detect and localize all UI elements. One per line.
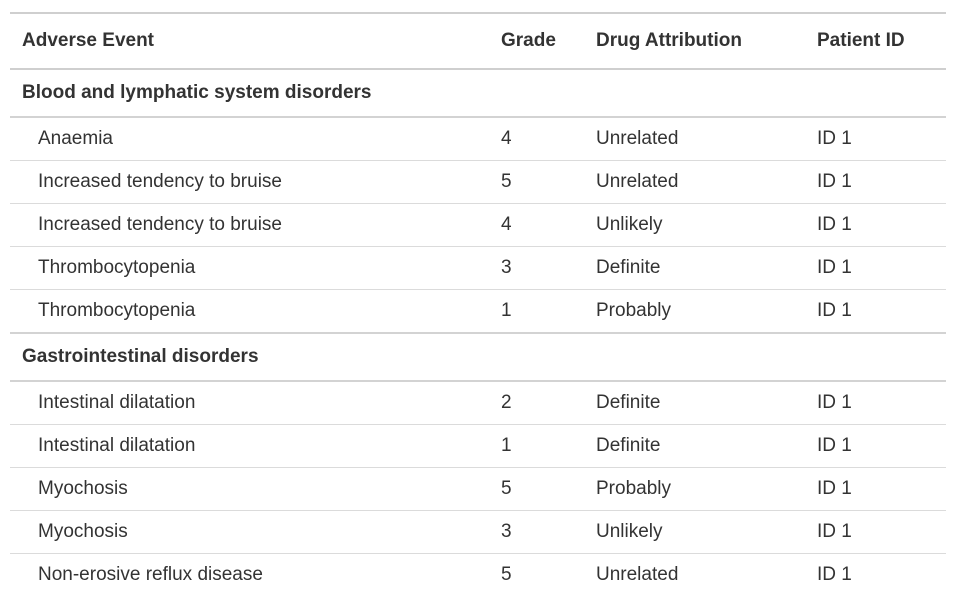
column-header-drug-attribution: Drug Attribution [593, 12, 814, 70]
cell-grade: 3 [498, 246, 593, 290]
cell-patient-id: ID 1 [814, 203, 946, 247]
cell-patient-id: ID 1 [814, 246, 946, 290]
group-header-row: Gastrointestinal disorders [10, 332, 946, 382]
cell-patient-id: ID 1 [814, 160, 946, 204]
cell-grade: 2 [498, 381, 593, 425]
cell-drug-attribution: Unrelated [593, 160, 814, 204]
cell-patient-id: ID 1 [814, 381, 946, 425]
cell-patient-id: ID 1 [814, 553, 946, 592]
group-header-label: Gastrointestinal disorders [10, 332, 946, 382]
cell-adverse-event: Myochosis [10, 467, 498, 511]
cell-drug-attribution: Unlikely [593, 203, 814, 247]
cell-patient-id: ID 1 [814, 117, 946, 161]
group-header-row: Blood and lymphatic system disorders [10, 68, 946, 118]
cell-drug-attribution: Probably [593, 467, 814, 511]
cell-grade: 5 [498, 467, 593, 511]
cell-drug-attribution: Definite [593, 246, 814, 290]
group-header-label: Blood and lymphatic system disorders [10, 68, 946, 118]
cell-adverse-event: Thrombocytopenia [10, 289, 498, 334]
cell-grade: 5 [498, 553, 593, 592]
cell-adverse-event: Anaemia [10, 117, 498, 161]
table-row: Myochosis 5 Probably ID 1 [10, 467, 946, 511]
cell-adverse-event: Myochosis [10, 510, 498, 554]
table-row: Anaemia 4 Unrelated ID 1 [10, 117, 946, 161]
cell-patient-id: ID 1 [814, 510, 946, 554]
cell-patient-id: ID 1 [814, 289, 946, 334]
column-header-row: Adverse Event Grade Drug Attribution Pat… [10, 12, 946, 70]
cell-drug-attribution: Definite [593, 381, 814, 425]
cell-grade: 3 [498, 510, 593, 554]
cell-drug-attribution: Unlikely [593, 510, 814, 554]
cell-patient-id: ID 1 [814, 467, 946, 511]
cell-grade: 5 [498, 160, 593, 204]
cell-grade: 4 [498, 203, 593, 247]
column-header-adverse-event: Adverse Event [10, 12, 498, 70]
cell-drug-attribution: Unrelated [593, 553, 814, 592]
cell-adverse-event: Thrombocytopenia [10, 246, 498, 290]
cell-adverse-event: Intestinal dilatation [10, 424, 498, 468]
cell-grade: 1 [498, 289, 593, 334]
table-row: Increased tendency to bruise 4 Unlikely ID … [10, 203, 946, 247]
cell-adverse-event: Non-erosive reflux disease [10, 553, 498, 592]
cell-drug-attribution: Unrelated [593, 117, 814, 161]
cell-grade: 1 [498, 424, 593, 468]
table-row: Thrombocytopenia 1 Probably ID 1 [10, 289, 946, 334]
table-row: Non-erosive reflux disease 5 Unrelated ID 1 [10, 553, 946, 592]
table-row: Myochosis 3 Unlikely ID 1 [10, 510, 946, 554]
cell-drug-attribution: Definite [593, 424, 814, 468]
column-header-patient-id: Patient ID [814, 12, 946, 70]
column-header-grade: Grade [498, 12, 593, 70]
table-row: Increased tendency to bruise 5 Unrelated ID… [10, 160, 946, 204]
cell-adverse-event: Increased tendency to bruise [10, 160, 498, 204]
table-row: Intestinal dilatation 1 Definite ID 1 [10, 424, 946, 468]
cell-patient-id: ID 1 [814, 424, 946, 468]
table-row: Thrombocytopenia 3 Definite ID 1 [10, 246, 946, 290]
adverse-events-table: Adverse Event Grade Drug Attribution Pat… [10, 12, 946, 592]
cell-grade: 4 [498, 117, 593, 161]
cell-drug-attribution: Probably [593, 289, 814, 334]
table-row: Intestinal dilatation 2 Definite ID 1 [10, 381, 946, 425]
cell-adverse-event: Intestinal dilatation [10, 381, 498, 425]
cell-adverse-event: Increased tendency to bruise [10, 203, 498, 247]
